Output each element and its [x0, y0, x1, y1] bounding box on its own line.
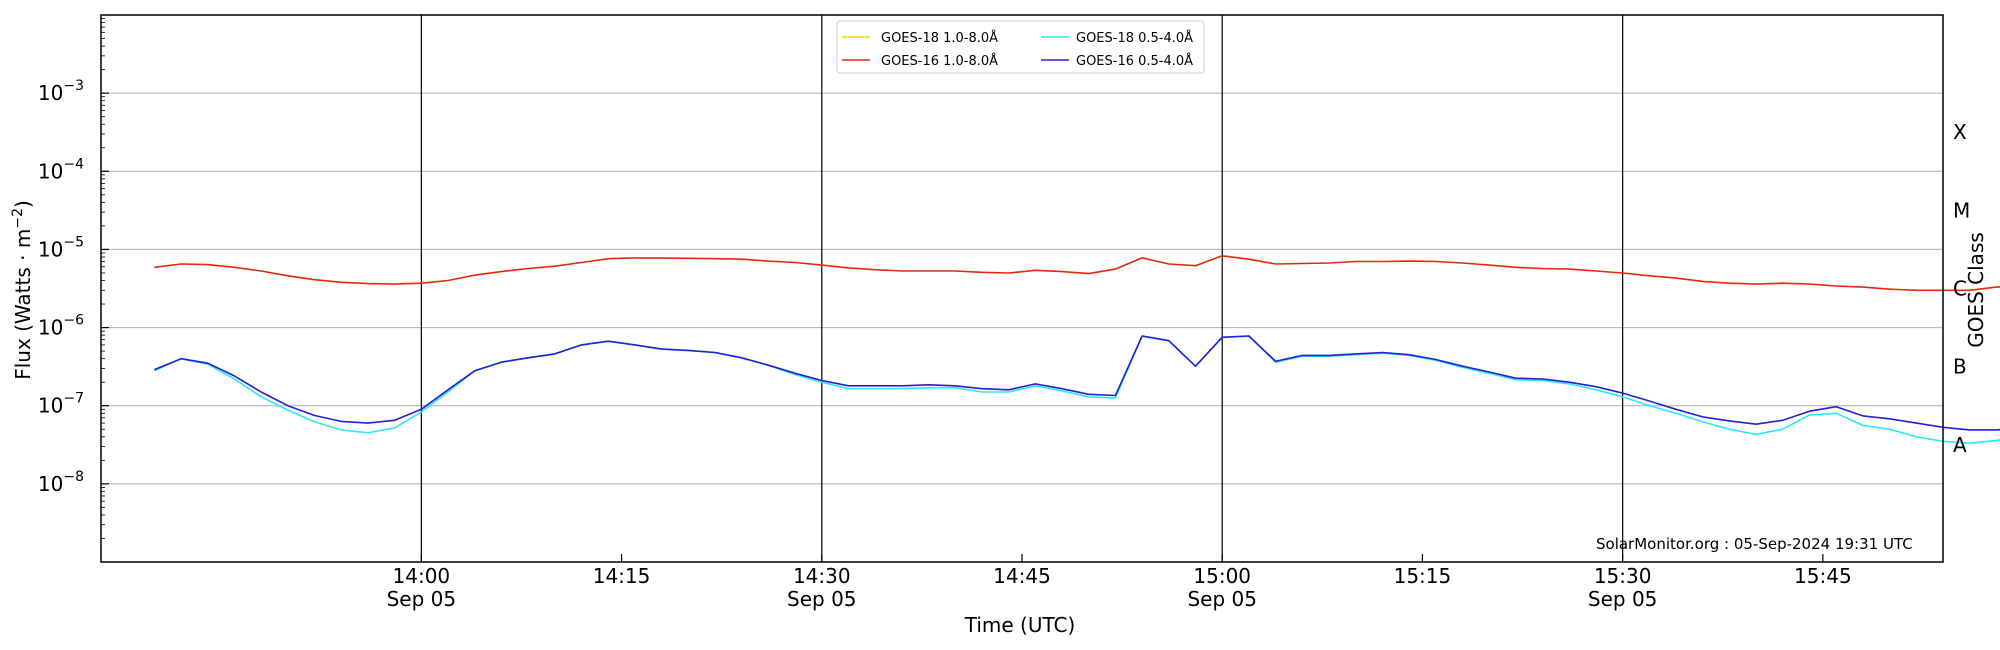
legend-label: GOES-18 1.0-8.0Å	[881, 30, 998, 46]
y-tick-label: 10−7	[38, 391, 84, 418]
legend-label: GOES-18 0.5-4.0Å	[1076, 30, 1193, 46]
x-tick-sublabel: Sep 05	[1588, 587, 1658, 611]
plot-frame	[100, 14, 1944, 563]
legend-box	[836, 20, 1205, 74]
x-axis-label: Time (UTC)	[964, 613, 1076, 637]
goes-class-label: C	[1953, 277, 1967, 301]
legend: GOES-18 1.0-8.0Å GOES-16 1.0-8.0Å GOES-1…	[836, 20, 1205, 74]
x-tick-label: 14:15	[593, 564, 651, 588]
horizontal-grid	[101, 92, 1943, 485]
y-tick-label: 10−5	[38, 234, 84, 261]
y2-axis-label: GOES Class	[1964, 232, 1988, 348]
x-tick-label: 14:30	[793, 564, 851, 588]
legend-label: GOES-16 0.5-4.0Å	[1076, 53, 1193, 69]
y-axis-label: Flux (Watts · m−2)	[10, 200, 35, 380]
series-line-3	[154, 335, 2000, 431]
goes-class-label: X	[1953, 120, 1967, 144]
x-tick-sublabel: Sep 05	[387, 587, 457, 611]
x-tick-sublabel: Sep 05	[787, 587, 857, 611]
goes-class-labels: A B C M X	[1953, 120, 1970, 457]
y-axis-ticks: 10−8 10−7 10−6 10−5 10−4 10−3	[38, 18, 109, 539]
series-line-2	[154, 335, 2000, 445]
x-tick-label: 14:00	[393, 564, 451, 588]
goes-class-label: A	[1953, 433, 1967, 457]
goes-class-label: B	[1953, 355, 1967, 379]
y-tick-label: 10−4	[38, 156, 84, 183]
day-vertical-lines	[420, 15, 1624, 562]
x-tick-label: 15:15	[1394, 564, 1452, 588]
x-tick-label: 15:45	[1794, 564, 1852, 588]
credit-text: SolarMonitor.org : 05-Sep-2024 19:31 UTC	[1596, 535, 1913, 553]
y-tick-label: 10−8	[38, 469, 84, 496]
y-tick-label: 10−3	[38, 78, 84, 105]
x-tick-label: 14:45	[993, 564, 1051, 588]
x-tick-label: 15:30	[1594, 564, 1652, 588]
x-tick-sublabel: Sep 05	[1187, 587, 1257, 611]
goes-class-label: M	[1953, 198, 1970, 222]
x-tick-label: 15:00	[1193, 564, 1251, 588]
legend-label: GOES-16 1.0-8.0Å	[881, 53, 998, 69]
series-lines	[154, 255, 2000, 445]
y-tick-label: 10−6	[38, 313, 84, 340]
series-line-1	[154, 255, 2000, 292]
